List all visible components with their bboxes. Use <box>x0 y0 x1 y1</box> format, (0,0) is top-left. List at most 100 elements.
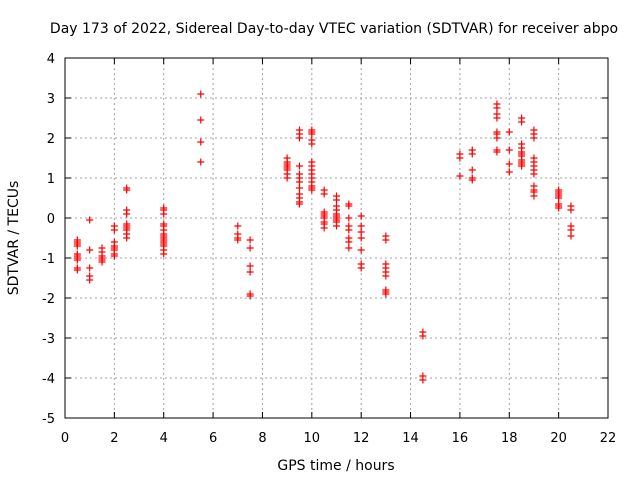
data-point <box>320 190 328 198</box>
y-tick-label: -2 <box>42 292 55 307</box>
x-tick-labels: 0 2 4 6 8 10 12 14 16 18 20 22 <box>61 431 616 446</box>
data-points <box>73 90 575 384</box>
data-point <box>246 268 254 276</box>
data-point <box>160 210 168 218</box>
y-tick-label: 0 <box>47 212 55 227</box>
data-point <box>98 258 106 266</box>
data-point <box>73 256 81 264</box>
data-point <box>456 154 464 162</box>
data-point <box>320 224 328 232</box>
data-point <box>73 266 81 274</box>
data-point <box>357 222 365 230</box>
y-tick-labels: -5 -4 -3 -2 -1 0 1 2 3 4 <box>42 52 55 427</box>
x-tick-label: 8 <box>258 431 266 446</box>
data-point <box>357 228 365 236</box>
y-tick-label: -5 <box>42 412 55 427</box>
data-point <box>295 134 303 142</box>
chart-title: Day 173 of 2022, Sidereal Day-to-day VTE… <box>50 21 618 37</box>
data-point <box>160 250 168 258</box>
data-point <box>518 162 526 170</box>
data-point <box>86 264 94 272</box>
data-point <box>567 206 575 214</box>
data-point <box>295 162 303 170</box>
data-point <box>246 292 254 300</box>
data-point <box>345 202 353 210</box>
data-point <box>197 158 205 166</box>
data-point <box>468 166 476 174</box>
x-axis-label: GPS time / hours <box>277 458 394 474</box>
data-point <box>234 222 242 230</box>
plot-frame <box>64 57 609 419</box>
data-point <box>345 226 353 234</box>
data-point <box>333 196 340 204</box>
data-point <box>308 186 316 194</box>
data-point <box>345 238 353 246</box>
data-point <box>505 128 513 136</box>
data-point <box>555 194 563 202</box>
x-tick-label: 22 <box>600 431 617 446</box>
data-point <box>246 244 254 252</box>
data-point <box>505 160 513 168</box>
data-point <box>197 116 205 124</box>
data-point <box>123 234 131 242</box>
data-point <box>505 146 513 154</box>
y-tick-label: -3 <box>42 332 55 347</box>
data-point <box>493 114 501 122</box>
data-point <box>382 272 390 280</box>
data-point <box>518 118 526 126</box>
y-axis-label: SDTVAR / TECUs <box>6 181 22 296</box>
data-point <box>505 168 513 176</box>
data-point <box>456 172 464 180</box>
data-point <box>493 104 501 112</box>
y-tick-label: -1 <box>42 252 55 267</box>
data-point <box>308 140 316 148</box>
data-point <box>246 236 254 244</box>
y-tick-label: -4 <box>42 372 55 387</box>
data-point <box>345 214 353 222</box>
y-tick-label: 4 <box>47 52 55 67</box>
data-point <box>197 138 205 146</box>
x-tick-label: 10 <box>304 431 321 446</box>
data-point <box>555 204 563 212</box>
data-point <box>295 178 303 186</box>
data-point <box>123 210 131 218</box>
data-point <box>86 246 94 254</box>
data-point <box>419 332 427 340</box>
data-point <box>357 234 365 242</box>
data-point <box>197 90 205 98</box>
data-point <box>308 130 316 138</box>
data-point <box>382 290 390 298</box>
y-tick-label: 2 <box>47 132 55 147</box>
data-point <box>234 236 242 244</box>
data-point <box>110 226 118 234</box>
data-point <box>382 236 390 244</box>
x-tick-label: 0 <box>61 431 69 446</box>
data-point <box>530 192 538 200</box>
x-tick-label: 16 <box>452 431 469 446</box>
data-point <box>493 148 501 156</box>
x-tick-label: 12 <box>353 431 370 446</box>
x-tick-label: 2 <box>110 431 118 446</box>
data-point <box>468 150 476 158</box>
data-point <box>530 134 538 142</box>
data-point <box>468 176 476 184</box>
data-point <box>357 246 365 254</box>
data-point <box>73 242 81 250</box>
data-point <box>86 216 94 224</box>
data-point <box>333 222 340 230</box>
data-point <box>419 376 427 384</box>
data-point <box>295 184 303 192</box>
data-point <box>295 200 303 208</box>
data-point <box>530 170 538 178</box>
data-point <box>283 174 291 182</box>
data-point <box>246 262 254 270</box>
y-tick-label: 3 <box>47 92 55 107</box>
data-point <box>357 212 365 220</box>
x-tick-label: 6 <box>209 431 217 446</box>
x-tick-label: 4 <box>160 431 168 446</box>
data-point <box>357 264 365 272</box>
x-tick-label: 18 <box>501 431 518 446</box>
x-tick-label: 14 <box>402 431 419 446</box>
